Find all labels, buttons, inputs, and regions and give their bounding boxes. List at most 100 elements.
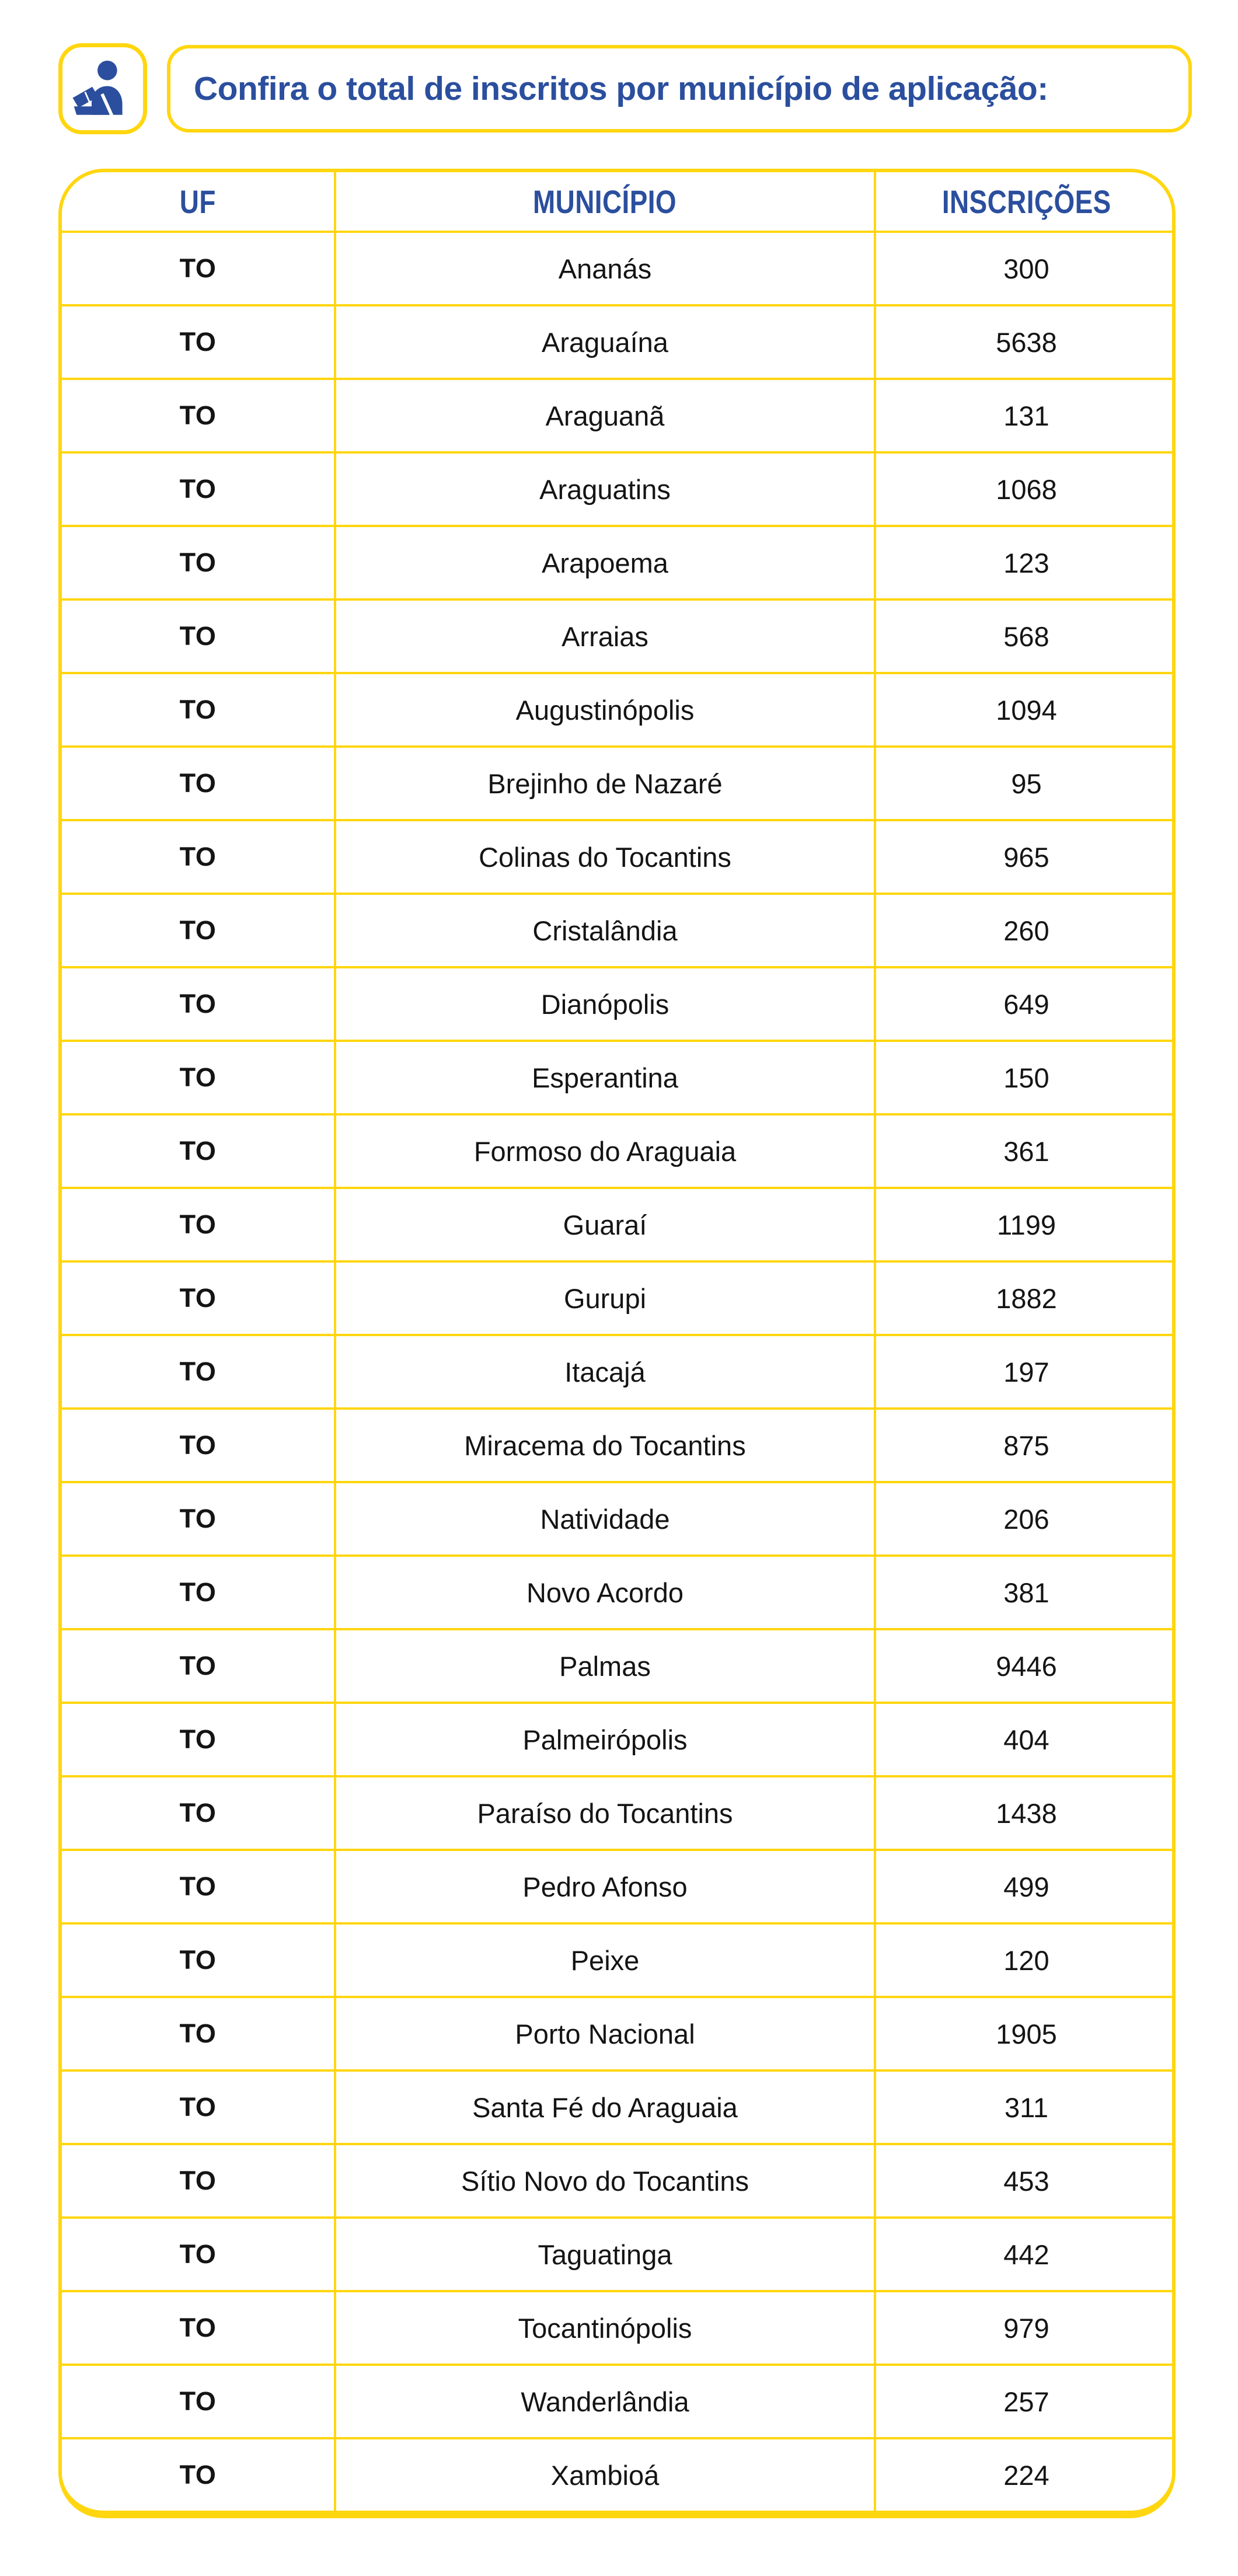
inscricoes-cell: 453 — [874, 2143, 1172, 2219]
table-row: TO Miracema do Tocantins 875 — [62, 1407, 1172, 1483]
table-row: TO Pedro Afonso 499 — [62, 1849, 1172, 1925]
inscricoes-cell: 965 — [874, 819, 1172, 895]
inscricoes-cell: 875 — [874, 1407, 1172, 1483]
uf-cell: TO — [62, 1113, 336, 1189]
inscricoes-cell: 300 — [874, 231, 1172, 306]
inscricoes-cell: 206 — [874, 1481, 1172, 1557]
table-row: TO Novo Acordo 381 — [62, 1554, 1172, 1630]
inscricoes-cell: 120 — [874, 1922, 1172, 1998]
table-row: TO Wanderlândia 257 — [62, 2364, 1172, 2439]
uf-cell: TO — [62, 1260, 336, 1336]
title-box: Confira o total de inscritos por municíp… — [167, 45, 1192, 133]
inscricoes-cell: 404 — [874, 1702, 1172, 1777]
municipio-cell: Brejinho de Nazaré — [334, 745, 876, 821]
table-row: TO Palmas 9446 — [62, 1628, 1172, 1704]
column-header-uf-label: UF — [179, 183, 217, 220]
municipio-cell: Cristalândia — [334, 893, 876, 968]
inscricoes-cell: 649 — [874, 966, 1172, 1042]
inscriptions-table-grid: UF MUNICÍPIO INSCRIÇÕES TO Ananás 300 TO Ara… — [62, 172, 1172, 2511]
inscricoes-cell: 1068 — [874, 451, 1172, 527]
table-row: TO Taguatinga 442 — [62, 2216, 1172, 2292]
table-row: TO Sítio Novo do Tocantins 453 — [62, 2143, 1172, 2219]
municipio-cell: Esperantina — [334, 1040, 876, 1116]
inscricoes-cell: 1438 — [874, 1775, 1172, 1851]
uf-cell: TO — [62, 745, 336, 821]
inscricoes-cell: 979 — [874, 2290, 1172, 2366]
municipio-cell: Augustinópolis — [334, 672, 876, 748]
municipio-cell: Novo Acordo — [334, 1554, 876, 1630]
table-row: TO Arraias 568 — [62, 598, 1172, 674]
municipio-cell: Araguatins — [334, 451, 876, 527]
header: Confira o total de inscritos por municíp… — [58, 43, 1192, 134]
inscricoes-cell: 1094 — [874, 672, 1172, 748]
uf-cell: TO — [62, 231, 336, 306]
municipio-cell: Sítio Novo do Tocantins — [334, 2143, 876, 2219]
table-header-row: UF MUNICÍPIO INSCRIÇÕES — [62, 172, 1172, 233]
uf-cell: TO — [62, 1187, 336, 1263]
municipio-cell: Dianópolis — [334, 966, 876, 1042]
municipio-cell: Formoso do Araguaia — [334, 1113, 876, 1189]
column-header-inscricoes: INSCRIÇÕES — [874, 172, 1172, 233]
uf-cell: TO — [62, 304, 336, 380]
column-header-municipio-label: MUNICÍPIO — [533, 183, 677, 220]
uf-cell: TO — [62, 966, 336, 1042]
municipio-cell: Ananás — [334, 231, 876, 306]
uf-cell: TO — [62, 2437, 336, 2511]
table-row: TO Arapoema 123 — [62, 525, 1172, 601]
table-row: TO Porto Nacional 1905 — [62, 1996, 1172, 2072]
municipio-cell: Palmas — [334, 1628, 876, 1704]
table-row: TO Colinas do Tocantins 965 — [62, 819, 1172, 895]
inscricoes-cell: 568 — [874, 598, 1172, 674]
column-header-uf: UF — [62, 172, 336, 233]
table-row: TO Xambioá 224 — [62, 2437, 1172, 2511]
uf-cell: TO — [62, 1775, 336, 1851]
uf-cell: TO — [62, 525, 336, 601]
table-row: TO Ananás 300 — [62, 231, 1172, 306]
uf-cell: TO — [62, 1481, 336, 1557]
column-header-municipio: MUNICÍPIO — [334, 172, 876, 233]
inscriptions-table: UF MUNICÍPIO INSCRIÇÕES TO Ananás 300 TO Ara… — [58, 169, 1176, 2518]
inscricoes-cell: 499 — [874, 1849, 1172, 1925]
municipio-cell: Arraias — [334, 598, 876, 674]
inscricoes-cell: 224 — [874, 2437, 1172, 2511]
table-row: TO Araguanã 131 — [62, 378, 1172, 454]
municipio-cell: Araguanã — [334, 378, 876, 454]
municipio-cell: Natividade — [334, 1481, 876, 1557]
uf-cell: TO — [62, 1628, 336, 1704]
municipio-cell: Taguatinga — [334, 2216, 876, 2292]
table-row: TO Araguaína 5638 — [62, 304, 1172, 380]
table-row: TO Cristalândia 260 — [62, 893, 1172, 968]
uf-cell: TO — [62, 819, 336, 895]
uf-cell: TO — [62, 378, 336, 454]
column-header-inscricoes-label: INSCRIÇÕES — [941, 183, 1111, 220]
uf-cell: TO — [62, 598, 336, 674]
table-row: TO Paraíso do Tocantins 1438 — [62, 1775, 1172, 1851]
uf-cell: TO — [62, 893, 336, 968]
inscricoes-cell: 1199 — [874, 1187, 1172, 1263]
table-row: TO Formoso do Araguaia 361 — [62, 1113, 1172, 1189]
municipio-cell: Porto Nacional — [334, 1996, 876, 2072]
uf-cell: TO — [62, 1996, 336, 2072]
municipio-cell: Guaraí — [334, 1187, 876, 1263]
uf-cell: TO — [62, 1702, 336, 1777]
inscricoes-cell: 381 — [874, 1554, 1172, 1630]
inscricoes-cell: 442 — [874, 2216, 1172, 2292]
uf-cell: TO — [62, 672, 336, 748]
person-reading-icon — [72, 60, 123, 117]
table-row: TO Dianópolis 649 — [62, 966, 1172, 1042]
municipio-cell: Palmeirópolis — [334, 1702, 876, 1777]
uf-cell: TO — [62, 1334, 336, 1410]
inscricoes-cell: 131 — [874, 378, 1172, 454]
uf-cell: TO — [62, 1849, 336, 1925]
uf-cell: TO — [62, 2290, 336, 2366]
municipio-cell: Santa Fé do Araguaia — [334, 2069, 876, 2145]
municipio-cell: Araguaína — [334, 304, 876, 380]
inscricoes-cell: 9446 — [874, 1628, 1172, 1704]
municipio-cell: Peixe — [334, 1922, 876, 1998]
municipio-cell: Wanderlândia — [334, 2364, 876, 2439]
municipio-cell: Gurupi — [334, 1260, 876, 1336]
uf-cell: TO — [62, 451, 336, 527]
table-row: TO Guaraí 1199 — [62, 1187, 1172, 1263]
uf-cell: TO — [62, 1922, 336, 1998]
table-row: TO Araguatins 1068 — [62, 451, 1172, 527]
